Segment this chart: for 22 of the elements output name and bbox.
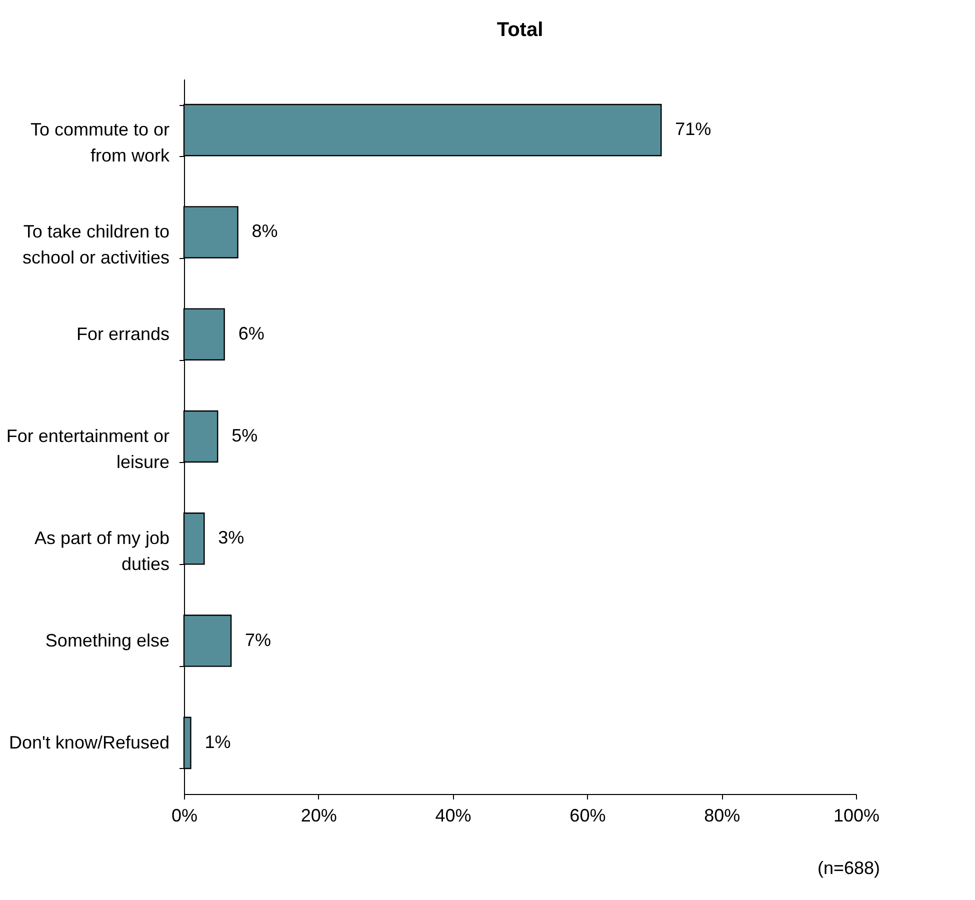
x-tick-label: 0%: [171, 806, 198, 826]
y-tick-label: Don't know/Refused: [8, 732, 170, 752]
y-tick-label: Something else: [45, 630, 170, 650]
x-tick-label: 40%: [435, 806, 472, 826]
x-tick-label: 60%: [570, 806, 606, 826]
x-tick-label: 100%: [833, 806, 880, 826]
data-label: 3%: [218, 528, 244, 548]
data-label: 7%: [245, 630, 272, 650]
data-label: 71%: [675, 119, 712, 140]
y-tick-label: As part of my job duties: [34, 528, 170, 574]
y-tick-label: For entertainment or leisure: [6, 426, 170, 472]
y-tick-label: To take children to school or activities: [22, 222, 170, 268]
x-tick-label: 20%: [300, 806, 337, 826]
data-label: 5%: [232, 426, 258, 446]
text: (n=688): [817, 858, 880, 878]
y-tick-label: To commute to or from work: [30, 120, 170, 166]
data-label: 8%: [252, 221, 278, 242]
data-label: 6%: [238, 323, 264, 344]
chart-title: Total: [496, 19, 544, 41]
data-label: 1%: [204, 732, 231, 752]
x-tick-label: 80%: [704, 806, 740, 826]
y-tick-label: For errands: [76, 324, 170, 344]
